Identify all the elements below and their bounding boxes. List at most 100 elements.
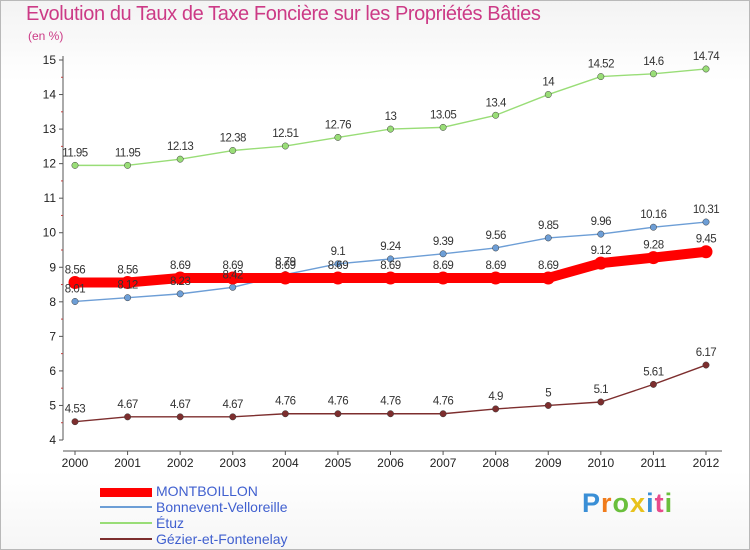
x-tick-label: 2011: [641, 456, 667, 470]
y-tick-label: 10: [43, 226, 57, 240]
data-label: 14.6: [643, 56, 663, 68]
data-label: 13: [385, 111, 397, 123]
data-point: [334, 260, 342, 268]
data-label: 4.67: [117, 399, 137, 411]
data-label: 9.56: [485, 230, 505, 242]
data-point: [597, 73, 605, 81]
data-label: 12.38: [220, 133, 246, 145]
data-point: [229, 413, 237, 421]
data-label: 5: [545, 387, 551, 399]
logo-letter: P: [582, 488, 602, 518]
data-label: 11.95: [62, 147, 88, 159]
data-label: 8.56: [65, 264, 85, 276]
data-point: [387, 255, 394, 263]
data-point: [646, 251, 660, 265]
y-tick-label: 4: [49, 433, 56, 447]
data-label: 9.1: [331, 246, 346, 258]
data-label: 8.23: [170, 276, 190, 288]
data-point: [121, 275, 135, 289]
data-point: [699, 245, 713, 259]
logo-letter: x: [630, 488, 647, 518]
data-point: [71, 418, 79, 426]
logo-letter: i: [664, 488, 674, 518]
data-point: [176, 155, 184, 163]
data-point: [387, 410, 394, 418]
data-point: [331, 271, 345, 285]
data-label: 4.9: [488, 391, 503, 403]
y-tick-label: 7: [49, 329, 56, 343]
y-tick-label: 15: [43, 53, 57, 67]
data-label: 14.52: [588, 59, 614, 71]
data-label: 8.69: [223, 260, 243, 272]
data-label: 9.28: [643, 240, 663, 252]
data-label: 8.69: [485, 260, 505, 272]
logo-letter: t: [654, 488, 665, 518]
data-point: [436, 271, 450, 285]
legend-label: Bonnevent-Velloreille: [156, 499, 288, 515]
data-point: [489, 271, 503, 285]
data-point: [281, 142, 289, 150]
x-tick-label: 2010: [587, 456, 614, 470]
data-point: [229, 147, 237, 154]
x-tick-label: 2003: [219, 456, 246, 470]
data-point: [281, 410, 289, 418]
logo-letter: i: [646, 488, 655, 518]
data-point: [124, 161, 132, 169]
data-label: 13.05: [430, 109, 456, 121]
data-point: [702, 65, 710, 73]
y-tick-label: 5: [49, 398, 56, 412]
data-point: [544, 91, 552, 98]
legend-label: Gézier-et-Fontenelay: [156, 531, 288, 547]
x-tick-label: 2008: [482, 456, 509, 470]
data-point: [334, 133, 342, 141]
data-label: 8.42: [223, 269, 243, 281]
data-label: 10.31: [693, 204, 719, 216]
x-tick-label: 2006: [377, 456, 404, 470]
data-label: 9.39: [433, 236, 453, 248]
data-point: [597, 398, 605, 406]
legend-swatch: [100, 522, 152, 524]
data-label: 9.85: [538, 220, 558, 232]
data-label: 9.24: [380, 241, 401, 253]
data-label: 14.74: [693, 51, 720, 63]
data-label: 9.45: [696, 234, 716, 246]
data-label: 8.69: [380, 260, 400, 272]
y-tick-label: 12: [43, 157, 57, 171]
x-tick-label: 2012: [693, 456, 720, 470]
data-label: 5.61: [643, 366, 663, 378]
data-point: [387, 125, 394, 133]
legend-swatch: [100, 538, 152, 540]
x-tick-label: 2002: [167, 456, 194, 470]
y-tick-label: 9: [49, 260, 56, 274]
data-point: [334, 410, 342, 418]
data-label: 8.69: [433, 260, 453, 272]
proxiti-logo: Proxiti: [582, 488, 673, 519]
data-point: [649, 380, 657, 388]
data-point: [439, 410, 447, 418]
data-point: [229, 283, 237, 291]
data-point: [649, 70, 657, 78]
data-label: 4.76: [380, 396, 400, 408]
data-point: [226, 271, 240, 285]
y-tick-label: 6: [49, 364, 56, 378]
data-label: 8.01: [65, 283, 85, 295]
data-point: [124, 294, 132, 302]
data-point: [492, 111, 500, 119]
data-label: 9.12: [591, 245, 611, 257]
data-label: 8.12: [117, 280, 137, 292]
x-tick-label: 2004: [272, 456, 299, 470]
y-tick-label: 8: [49, 295, 56, 309]
data-point: [384, 271, 397, 285]
x-tick-label: 2000: [62, 456, 89, 470]
data-label: 8.69: [275, 260, 295, 272]
x-tick-label: 2007: [430, 456, 457, 470]
data-label: 4.76: [433, 396, 453, 408]
data-label: 10.16: [640, 209, 666, 221]
data-point: [278, 271, 292, 285]
data-point: [594, 256, 608, 270]
data-point: [71, 298, 79, 305]
data-label: 8.56: [117, 264, 137, 276]
legend-swatch: [100, 488, 152, 497]
data-label: 8.79: [275, 257, 295, 269]
